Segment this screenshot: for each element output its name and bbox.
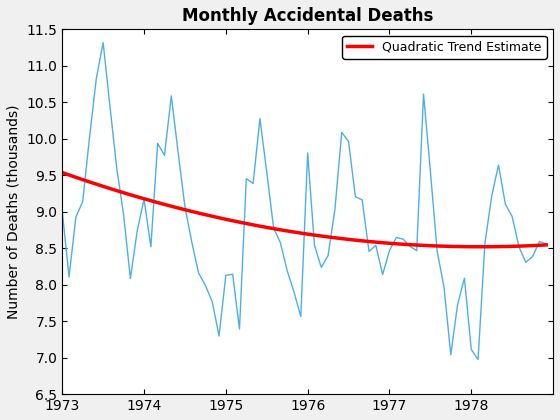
Line: Quadratic Trend Estimate: Quadratic Trend Estimate [62, 173, 546, 247]
Legend: Quadratic Trend Estimate: Quadratic Trend Estimate [342, 36, 547, 58]
Quadratic Trend Estimate [475, 244, 482, 249]
Quadratic Trend Estimate [59, 170, 66, 175]
Quadratic Trend Estimate [366, 239, 372, 244]
Quadratic Trend Estimate [222, 217, 229, 222]
Title: Monthly Accidental Deaths: Monthly Accidental Deaths [182, 7, 433, 25]
Quadratic Trend Estimate [543, 242, 549, 247]
Quadratic Trend Estimate [175, 205, 181, 210]
Y-axis label: Number of Deaths (thousands): Number of Deaths (thousands) [7, 105, 21, 319]
Quadratic Trend Estimate [332, 235, 338, 240]
Quadratic Trend Estimate [127, 192, 134, 197]
Quadratic Trend Estimate [386, 241, 393, 246]
